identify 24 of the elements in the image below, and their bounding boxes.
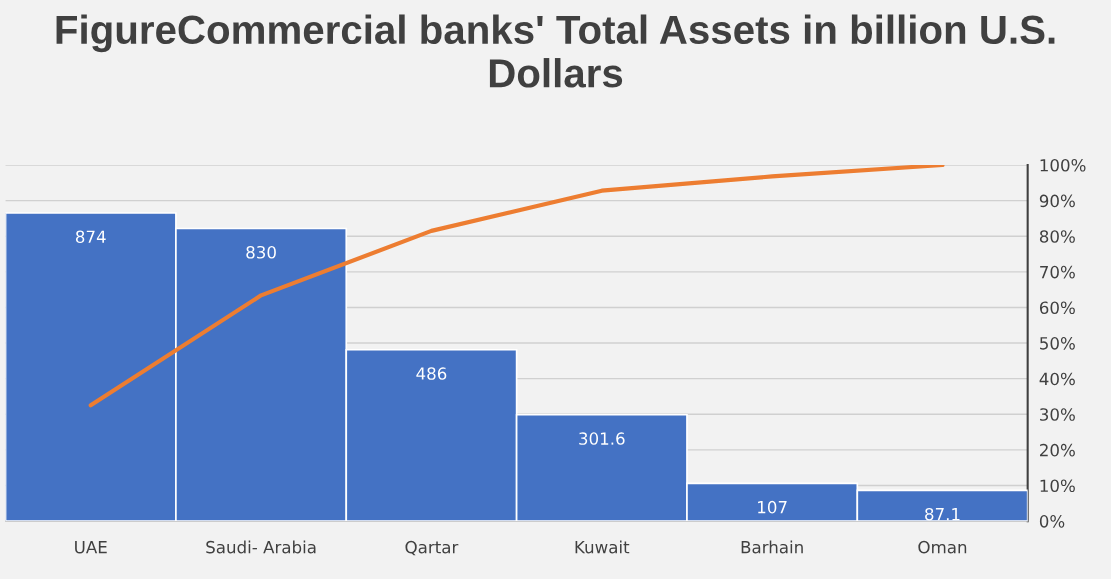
- chart-title: FigureCommercial banks' Total Assets in billion U.S. Dollars: [56, 14, 1055, 88]
- data-label: 301.6: [579, 432, 625, 445]
- y2-tick-label: 100%: [1040, 158, 1086, 172]
- y2-tick-label: 0%: [1039, 515, 1065, 528]
- data-label: 87.1: [925, 507, 960, 521]
- data-label: 107: [758, 500, 787, 514]
- y2-tick-label: 80%: [1039, 230, 1075, 243]
- y2-tick-label: 90%: [1039, 194, 1075, 208]
- x-tick-label: Qartar: [405, 540, 459, 556]
- y2-tick-label: 60%: [1039, 301, 1075, 315]
- x-tick-label: Oman: [918, 540, 967, 554]
- data-label: 874: [75, 230, 106, 244]
- data-label: 486: [416, 367, 447, 380]
- x-tick-label: Kuwait: [575, 540, 630, 554]
- data-label: 830: [246, 245, 276, 259]
- y2-tick-label: 50%: [1040, 337, 1075, 350]
- y2-tick-label: 40%: [1039, 372, 1075, 386]
- y2-tick-label: 10%: [1040, 479, 1075, 493]
- x-tick-label: UAE: [75, 541, 107, 554]
- x-tick-label: Saudi- Arabia: [206, 540, 316, 554]
- y2-tick-label: 30%: [1040, 408, 1075, 421]
- y2-tick-label: 70%: [1040, 265, 1075, 279]
- x-tick-label: Barhain: [741, 540, 803, 554]
- y2-tick-label: 20%: [1040, 443, 1075, 457]
